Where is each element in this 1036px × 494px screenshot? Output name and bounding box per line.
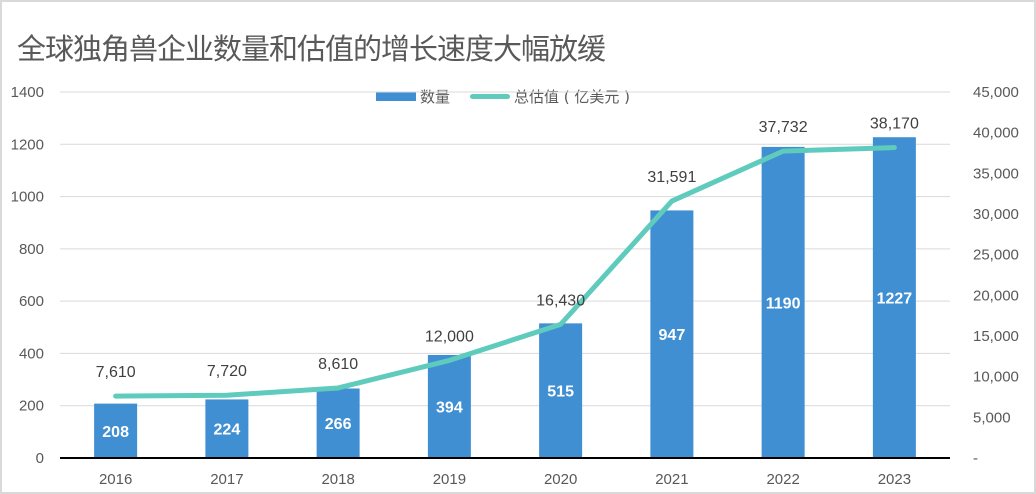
bar-2023 xyxy=(872,137,916,458)
valuation-point-2017 xyxy=(226,394,228,396)
bar-data-label: 224 xyxy=(214,422,241,439)
chart-title: 全球独角兽企业数量和估值的增长速度大幅放缓 xyxy=(17,32,606,66)
x-tick-label: 2022 xyxy=(766,471,799,488)
valuation-point-2019 xyxy=(448,359,450,361)
x-tick-label: 2017 xyxy=(210,471,243,488)
y-left-tick-label: 200 xyxy=(19,398,44,415)
y-left-tick-label: 800 xyxy=(19,241,44,258)
bar-data-label: 394 xyxy=(436,399,463,416)
line-data-label: 7,720 xyxy=(207,363,247,380)
bars-layer xyxy=(94,137,916,458)
y-left-tick-label: 1200 xyxy=(11,136,44,153)
bar-2022 xyxy=(761,146,805,458)
bar-2020 xyxy=(539,323,583,458)
y-right-tick-label: 25,000 xyxy=(973,247,1019,264)
labels-layer: 208 224 266 394 515 947 1190 1227 7,610 7,720 8,61… xyxy=(96,116,919,441)
y-right-tick-label: 15,000 xyxy=(973,328,1019,345)
x-tick-label: 2023 xyxy=(878,471,911,488)
x-tick-label: 2020 xyxy=(544,471,577,488)
gridlines xyxy=(60,91,950,407)
valuation-point-2021 xyxy=(671,200,673,202)
bar-2018 xyxy=(316,388,360,458)
y-left-tick-label: 0 xyxy=(36,450,44,467)
y-right-tick-label: 45,000 xyxy=(973,84,1019,101)
valuation-point-2023 xyxy=(893,147,895,149)
y-right-tick-label: 5,000 xyxy=(973,409,1011,426)
line-data-label: 12,000 xyxy=(425,328,474,345)
x-tick-label: 2019 xyxy=(433,471,466,488)
line-layer xyxy=(113,145,897,399)
bar-data-label: 208 xyxy=(102,424,129,441)
bar-data-label: 1190 xyxy=(766,295,801,312)
line-data-label: 16,430 xyxy=(536,292,585,309)
axes-layer: 0 200 400 600 800 1000 1200 1400 - 5,000 10,000 15,… xyxy=(11,84,1019,488)
bar-2017 xyxy=(205,399,249,458)
y-left-tick-label: 400 xyxy=(19,345,44,362)
valuation-point-2018 xyxy=(337,387,339,389)
y-left-tick-label: 1400 xyxy=(11,84,44,101)
line-data-label: 7,610 xyxy=(96,364,136,381)
legend-bar-swatch-icon xyxy=(376,92,416,101)
y-right-tick-label: 10,000 xyxy=(973,369,1019,386)
y-right-tick-label: 35,000 xyxy=(973,165,1019,182)
y-right-tick-label: 30,000 xyxy=(973,206,1019,223)
valuation-point-2022 xyxy=(782,150,784,152)
bar-2016 xyxy=(94,403,138,458)
valuation-point-2020 xyxy=(560,323,562,325)
line-data-label: 38,170 xyxy=(870,116,919,133)
y-right-tick-label: 20,000 xyxy=(973,287,1019,304)
line-data-label: 8,610 xyxy=(318,356,358,373)
y-left-tick-label: 1000 xyxy=(11,189,44,206)
y-right-tick-label: - xyxy=(973,450,978,467)
valuation-point-2016 xyxy=(115,395,117,397)
bar-data-label: 1227 xyxy=(877,291,913,308)
bar-data-label: 947 xyxy=(659,327,686,344)
valuation-line xyxy=(113,145,897,399)
y-left-tick-label: 600 xyxy=(19,293,44,310)
bar-data-label: 515 xyxy=(547,384,574,401)
y-right-tick-label: 40,000 xyxy=(973,125,1019,142)
line-data-label: 31,591 xyxy=(647,169,696,186)
x-tick-label: 2018 xyxy=(321,471,354,488)
bar-2021 xyxy=(650,210,694,458)
x-tick-label: 2016 xyxy=(99,471,132,488)
bar-2019 xyxy=(427,354,471,458)
bar-data-label: 266 xyxy=(325,416,352,433)
legend-line-swatch-icon xyxy=(470,94,511,99)
x-tick-label: 2021 xyxy=(655,471,688,488)
line-data-label: 37,732 xyxy=(759,119,808,136)
